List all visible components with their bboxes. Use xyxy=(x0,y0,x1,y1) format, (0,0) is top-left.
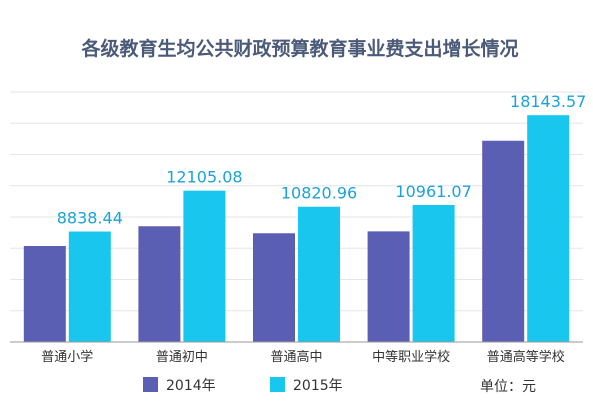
category-label-4: 普通高等学校 xyxy=(487,349,565,365)
data-label-4: 18143.57 xyxy=(510,92,586,111)
bar-series2-4 xyxy=(527,115,570,342)
data-label-0: 8838.44 xyxy=(57,209,123,228)
category-labels: 普通小学 普通初中 普通高中 中等职业学校 普通高等学校 xyxy=(41,349,564,365)
category-label-2: 普通高中 xyxy=(270,349,322,365)
category-label-0: 普通小学 xyxy=(41,349,93,365)
data-labels: 8838.44 12105.08 10820.96 10961.07 18143.57 xyxy=(57,92,587,227)
bar-series1-2 xyxy=(253,233,295,342)
bars xyxy=(23,115,570,342)
bar-series2-0 xyxy=(68,231,111,342)
bar-series1-4 xyxy=(482,140,525,342)
category-label-3: 中等职业学校 xyxy=(372,349,450,365)
bar-series1-3 xyxy=(367,231,410,342)
bar-series2-2 xyxy=(298,206,340,342)
chart-title: 各级教育生均公共财政预算教育事业费支出增长情况 xyxy=(80,37,518,60)
data-label-3: 10961.07 xyxy=(395,182,471,201)
bar-series2-3 xyxy=(412,204,455,342)
unit-label: 单位：元 xyxy=(480,379,536,395)
bar-series2-1 xyxy=(183,190,226,342)
bar-series1-0 xyxy=(23,246,66,342)
legend-swatch-1 xyxy=(270,377,285,392)
bar-series1-1 xyxy=(138,226,181,342)
data-label-2: 10820.96 xyxy=(281,184,357,203)
legend-swatch-0 xyxy=(143,377,158,392)
legend: 2014年 2015年 xyxy=(143,377,343,394)
legend-label-1: 2015年 xyxy=(293,378,343,394)
category-label-1: 普通初中 xyxy=(156,350,208,365)
legend-label-0: 2014年 xyxy=(166,378,216,394)
data-label-1: 12105.08 xyxy=(166,168,242,187)
